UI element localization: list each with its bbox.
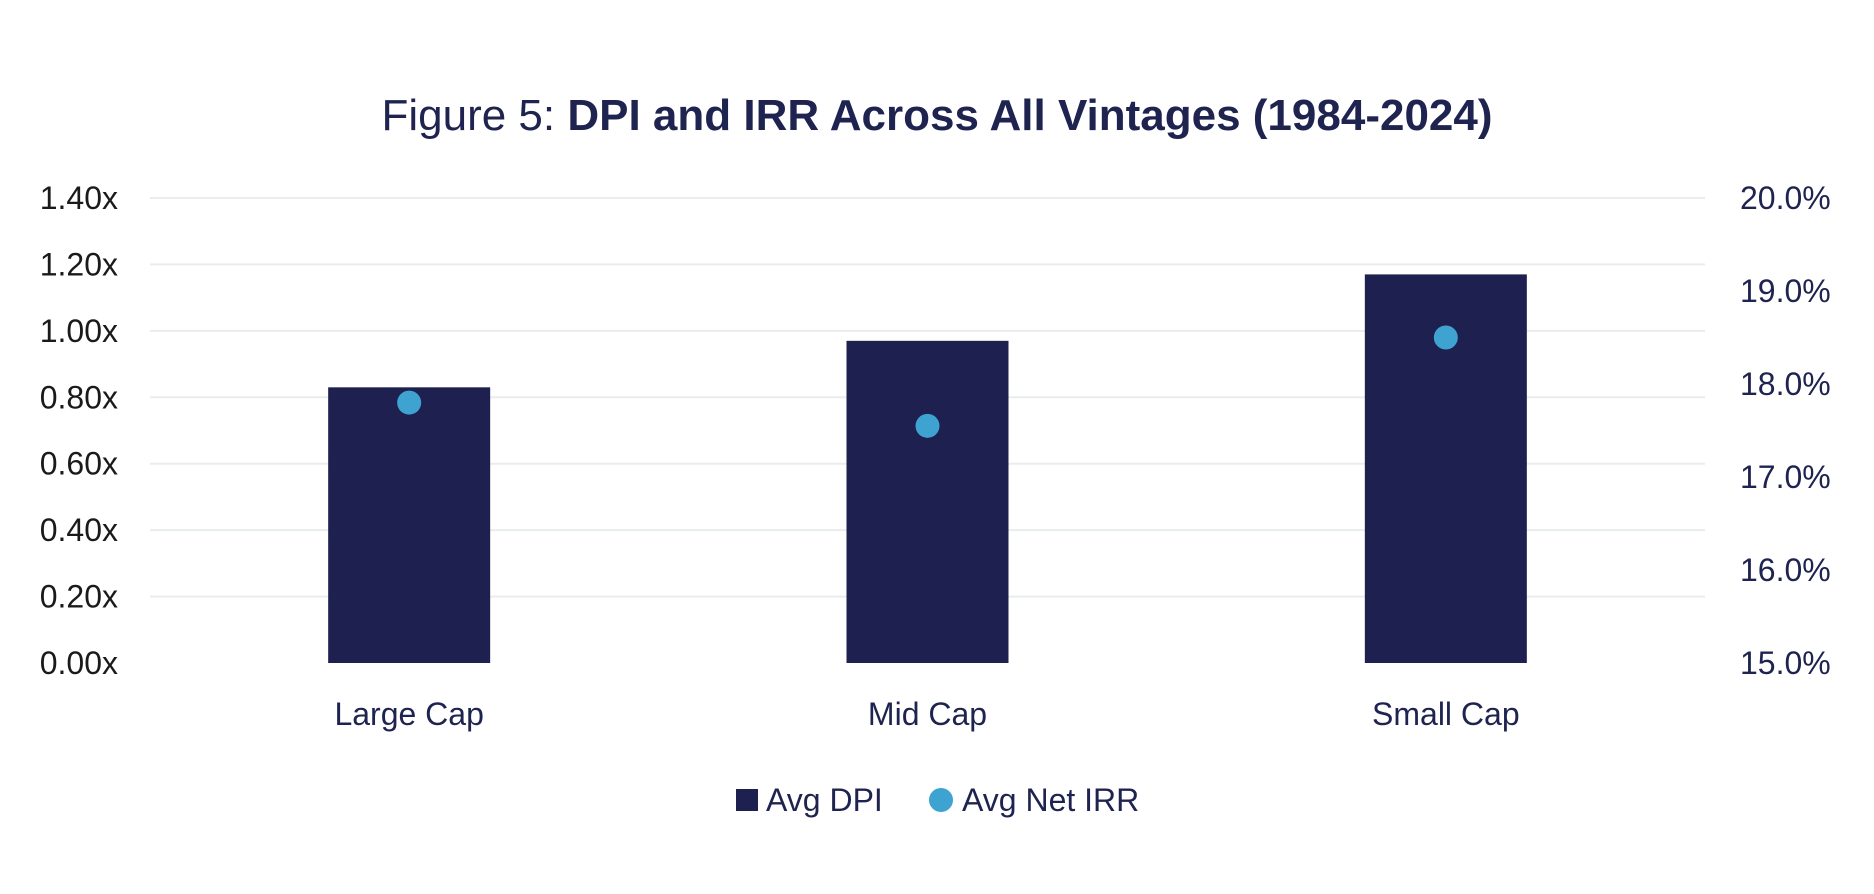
bar-avg-dpi bbox=[328, 387, 491, 663]
right-axis: 15.0% 16.0% 17.0% 18.0% 19.0% 20.0% bbox=[1740, 180, 1831, 681]
chart-title-prefix: Figure 5: bbox=[381, 91, 567, 140]
irr-dots bbox=[397, 325, 1458, 438]
dot-avg-net-irr bbox=[915, 413, 940, 438]
legend: Avg DPI Avg Net IRR bbox=[736, 782, 1139, 818]
left-tick-label: 0.00x bbox=[40, 645, 118, 681]
legend-label-avg-net-irr: Avg Net IRR bbox=[962, 782, 1139, 818]
left-tick-label: 1.40x bbox=[40, 180, 118, 216]
dot-avg-net-irr bbox=[397, 390, 422, 415]
left-axis: 0.00x 0.20x 0.40x 0.60x 0.80x 1.00x 1.20x 1.40x bbox=[40, 180, 118, 681]
bars bbox=[328, 274, 1527, 663]
left-tick-label: 1.20x bbox=[40, 246, 118, 282]
left-tick-label: 0.60x bbox=[40, 446, 118, 482]
right-tick-label: 19.0% bbox=[1740, 273, 1831, 309]
right-tick-label: 18.0% bbox=[1740, 366, 1831, 402]
category-label: Small Cap bbox=[1372, 696, 1520, 732]
right-tick-label: 16.0% bbox=[1740, 552, 1831, 588]
left-tick-label: 0.80x bbox=[40, 379, 118, 415]
chart-title: Figure 5: DPI and IRR Across All Vintage… bbox=[381, 91, 1492, 140]
right-tick-label: 15.0% bbox=[1740, 645, 1831, 681]
left-tick-label: 0.20x bbox=[40, 579, 118, 615]
dot-avg-net-irr bbox=[1433, 325, 1458, 350]
right-tick-label: 20.0% bbox=[1740, 180, 1831, 216]
legend-swatch-avg-net-irr bbox=[929, 788, 953, 812]
left-tick-label: 1.00x bbox=[40, 313, 118, 349]
category-label: Mid Cap bbox=[868, 696, 987, 732]
legend-swatch-avg-dpi bbox=[736, 789, 758, 811]
right-tick-label: 17.0% bbox=[1740, 459, 1831, 495]
left-tick-label: 0.40x bbox=[40, 512, 118, 548]
category-label: Large Cap bbox=[334, 696, 483, 732]
bar-avg-dpi bbox=[846, 340, 1009, 663]
category-axis: Large Cap Mid Cap Small Cap bbox=[334, 696, 1519, 732]
legend-label-avg-dpi: Avg DPI bbox=[766, 782, 883, 818]
chart-title-main: DPI and IRR Across All Vintages (1984-20… bbox=[567, 91, 1492, 140]
